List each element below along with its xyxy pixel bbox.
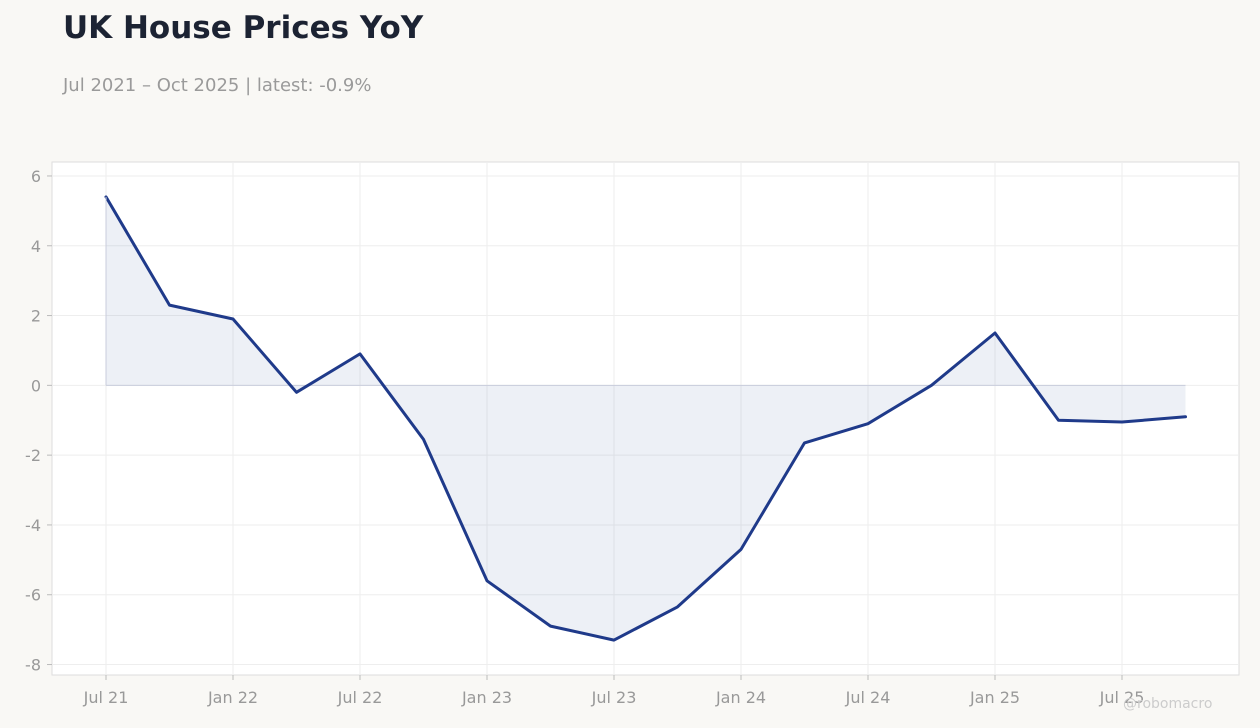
x-tick-label: Jan 25	[969, 688, 1020, 707]
y-tick-label: 0	[31, 376, 41, 395]
x-tick-label: Jan 24	[715, 688, 766, 707]
plot-area	[51, 161, 1240, 676]
y-tick-label: 4	[31, 237, 41, 256]
x-axis-labels: Jul 21 Jan 22 Jul 22 Jan 23 Jul 23 Jan 24 Jul …	[83, 688, 1145, 707]
x-tick-label: Jul 21	[83, 688, 129, 707]
x-tick-label: Jan 23	[461, 688, 512, 707]
x-tick-label: Jul 25	[1099, 688, 1145, 707]
y-tick-label: -8	[25, 656, 41, 675]
y-axis-labels: 6 4 2 0 -2 -4 -6 -8	[25, 167, 41, 675]
x-axis-ticks	[105, 675, 1123, 680]
y-tick-label: 2	[31, 307, 41, 326]
x-tick-label: Jan 22	[207, 688, 258, 707]
watermark: @robomacro	[1123, 696, 1213, 712]
x-tick-label: Jul 22	[337, 688, 383, 707]
y-tick-label: -6	[25, 586, 41, 605]
y-tick-label: -4	[25, 516, 41, 535]
y-axis-ticks	[47, 175, 52, 666]
x-tick-label: Jul 24	[845, 688, 891, 707]
chart-title: UK House Prices YoY	[63, 10, 424, 46]
x-tick-label: Jul 23	[591, 688, 637, 707]
series-line-yoy	[104, 195, 1187, 642]
chart-subtitle: Jul 2021 – Oct 2025 | latest: -0.9%	[63, 75, 372, 96]
y-tick-label: 6	[31, 167, 41, 186]
y-tick-label: -2	[25, 446, 41, 465]
area-fill	[106, 196, 1186, 641]
